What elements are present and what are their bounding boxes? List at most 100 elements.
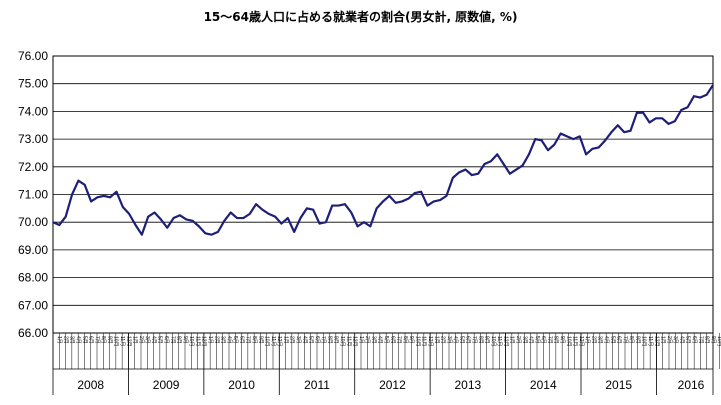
data-point [540,139,543,142]
data-point [52,221,54,223]
data-point [350,211,353,214]
data-point [210,233,213,236]
data-point [223,220,226,222]
y-tick-label: 72.00 [18,160,48,174]
data-point [179,214,181,217]
data-point [337,204,340,207]
plot-frame [52,55,714,334]
data-point [122,206,124,208]
data-point [680,109,683,111]
month-tick-label: 10月 [716,336,721,347]
data-point [147,215,149,218]
y-tick-label: 69.00 [18,243,48,257]
data-point [166,226,169,229]
data-point [477,172,479,175]
data-point [363,221,365,223]
data-point [674,120,676,122]
data-point [648,121,651,124]
data-point [388,195,391,197]
data-point [318,222,321,225]
data-point [299,217,302,219]
data-point [578,135,581,138]
year-label: 2011 [304,378,330,392]
data-point [426,204,429,207]
data-point [597,146,600,149]
data-point [90,200,92,203]
series-line [52,84,714,236]
data-point [141,233,143,236]
data-point [623,131,625,133]
y-tick-label: 71.00 [18,188,48,202]
data-point [229,211,232,214]
data-point [274,215,276,218]
data-point [153,211,156,214]
data-point [185,218,188,221]
data-point [458,171,460,174]
data-point [705,93,708,96]
y-tick-label: 70.00 [18,215,48,229]
data-point [528,153,530,156]
year-label: 2013 [455,378,482,392]
y-tick-label: 76.00 [18,49,48,63]
data-point [693,95,695,97]
data-point [96,196,99,199]
data-point [566,135,568,138]
data-point [287,217,289,219]
y-tick-label: 74.00 [18,104,48,118]
data-point [204,232,207,235]
data-point [394,202,397,204]
data-point [559,132,562,135]
data-point [325,221,327,223]
data-point [502,163,505,165]
data-point [413,192,416,194]
data-point [64,215,67,218]
data-point [115,190,118,193]
data-point [102,195,105,197]
data-point [534,138,537,140]
data-point [236,217,238,219]
data-point [71,193,73,196]
year-label: 2015 [605,378,632,392]
data-point [553,143,556,146]
year-label: 2009 [153,378,180,392]
data-point [407,197,410,200]
y-tick-label: 73.00 [18,132,48,146]
data-point [591,147,594,150]
data-point [420,190,422,193]
data-point [198,225,200,228]
data-point [496,153,499,156]
data-point [375,207,378,210]
data-point [572,138,575,140]
data-point [661,117,664,120]
data-point [58,224,61,226]
data-point [128,213,130,215]
data-point [242,217,245,219]
data-point [248,213,251,215]
data-point [636,111,638,114]
data-point [432,200,435,203]
data-point [77,179,80,182]
data-point [356,225,359,228]
data-point [261,208,264,211]
data-point [331,204,334,207]
data-point [452,177,454,179]
data-point [629,129,632,132]
data-point [255,203,257,205]
data-point [490,160,492,163]
data-point [293,231,295,233]
data-point [515,168,518,171]
data-point [610,131,613,133]
data-point [655,117,657,120]
year-label: 2014 [530,378,557,392]
y-tick-label: 68.00 [18,271,48,285]
data-point [464,168,467,171]
data-point [471,174,473,176]
data-point [585,153,587,156]
year-label: 2016 [678,378,705,392]
data-point [280,222,283,225]
data-point [172,217,175,219]
data-point [686,106,689,109]
data-point [217,231,219,233]
data-point [667,123,670,125]
